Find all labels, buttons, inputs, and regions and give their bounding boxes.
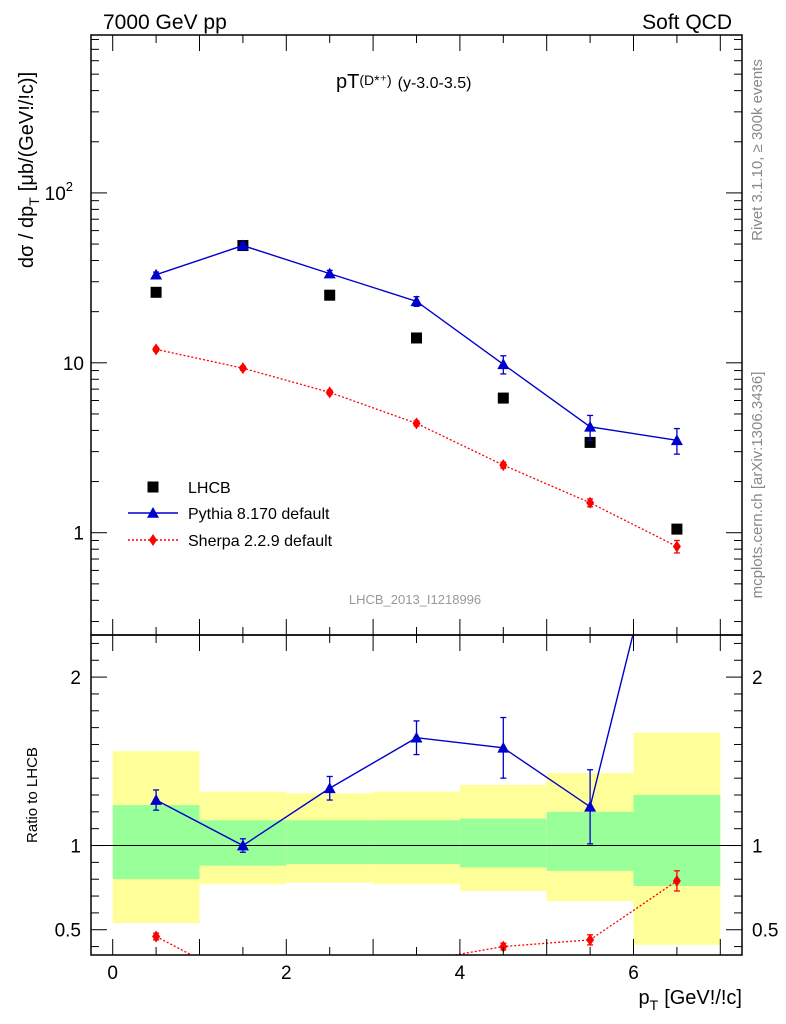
legend: LHCB Pythia 8.170 default Sherpa 2.2.9 def… [128,480,333,550]
main-series-0-point [324,289,336,301]
ylabel-sub: T [26,197,42,206]
ratio-x-tick-label: 6 [628,963,639,984]
main-series-0-point [411,332,422,344]
ratio-x-tick-label: 2 [281,963,292,984]
main-series-2-point [586,496,595,509]
ratio-xlabel: pT [GeV!/!c] [639,987,743,1013]
ratio-series-1-point [499,940,508,953]
main-series-1-point [236,239,249,251]
ratio-y-tick-label-left: 2 [70,668,81,689]
ratio-x-tick-label: 0 [107,963,118,984]
main-series-0-point [584,436,596,448]
main-y-tick-label: 102 [45,179,73,205]
main-series-1-point [670,434,683,446]
ratio-series-0-point [236,839,249,851]
ratio-series-0-point [584,800,597,812]
ylabel-unit: [μb/(GeV!/!c)] [16,72,38,191]
ratio-series-1-point [326,962,334,974]
ratio-series-0-point [150,794,163,805]
inner-band [286,820,374,865]
tick-label-base: 10 [45,184,66,205]
ratio-plot-area [150,635,681,988]
ratio-y-tick-label-left: 0.5 [55,921,81,942]
main-plot-area [150,239,683,554]
title-main: pT [336,71,359,93]
title-rest: (y-3.0-3.5) [398,75,472,92]
legend-marker [147,481,159,493]
ratio-series-0-point [497,741,510,753]
main-series-2-point [672,540,681,553]
analysis-label: LHCB_2013_I1218996 [349,592,481,607]
mcplots-label: mcplots.cern.ch [arXiv:1306.3436] [749,372,766,599]
ratio-y-tick-label-left: 1 [70,837,81,858]
ratio-series-1-point [413,956,421,968]
legend-label: Pythia 8.170 default [188,506,330,523]
title-sup: (D*⁺) [359,72,391,88]
main-series-0-point [671,523,683,535]
main-title: pT(D*⁺) (y-3.0-3.5) [336,71,471,93]
ratio-series-0-point [323,782,336,794]
main-y-tick-label: 1 [73,524,84,545]
tick-label-base: 10 [63,354,84,375]
tick-label-exponent: 2 [66,179,73,194]
main-series-1-point [497,358,510,370]
legend-label: Sherpa 2.2.9 default [188,533,333,550]
main-series-0-point [497,392,509,404]
xlabel-main: p [639,987,650,1009]
xlabel-sub: T [650,997,659,1013]
inner-band [373,820,460,865]
ratio-series-1-point [239,976,247,988]
ratio-ylabel: Ratio to LHCB [24,747,41,843]
main-series-1-point [410,295,423,307]
main-series-2-point [152,343,161,356]
main-series-2-point [238,362,247,375]
xlabel-unit: [GeV!/!c] [664,987,742,1009]
ratio-series-1-point [586,933,595,946]
main-series-1-point [584,420,597,432]
ratio-y-tick-label-right: 2 [752,668,763,689]
ratio-axis-ticks: 0.5 0.5 1 1 2 2 0 2 4 6 [55,635,778,984]
rivet-label: Rivet 3.1.10, ≥ 300k events [749,59,766,241]
ratio-frame [90,634,743,956]
ratio-panel: 0.5 0.5 1 1 2 2 0 2 4 6 Ratio to LHCB pT [GeV!/!c] [24,634,778,1013]
ratio-uncertainty-bands [112,732,721,945]
main-y-tick-label: 10 [63,354,84,375]
ratio-series-1-point [152,930,161,943]
inner-band [459,818,547,868]
main-series-2-point [499,459,508,472]
legend-label: LHCB [188,480,231,497]
ratio-y-tick-label-right: 0.5 [752,921,778,942]
header-right: Soft QCD [642,11,732,34]
main-series-2-point [412,417,421,430]
main-series-0-point [150,286,162,298]
ratio-x-tick-label: 4 [455,963,466,984]
ratio-series-0-point [410,731,423,743]
inner-band [112,805,200,880]
main-series-1-point [323,267,336,279]
ratio-series-1-point [672,874,681,887]
ratio-y-tick-label-right: 1 [752,837,763,858]
main-series-1-point [150,268,163,280]
main-series-2-point [325,386,334,399]
main-ylabel: dσ / dpT [μb/(GeV!/!c)] [16,72,42,268]
ylabel-main: dσ / dp [16,206,38,268]
tick-label-base: 1 [73,524,84,545]
header-left: 7000 GeV pp [103,11,227,34]
legend-marker [147,507,159,518]
legend-marker [149,534,157,546]
